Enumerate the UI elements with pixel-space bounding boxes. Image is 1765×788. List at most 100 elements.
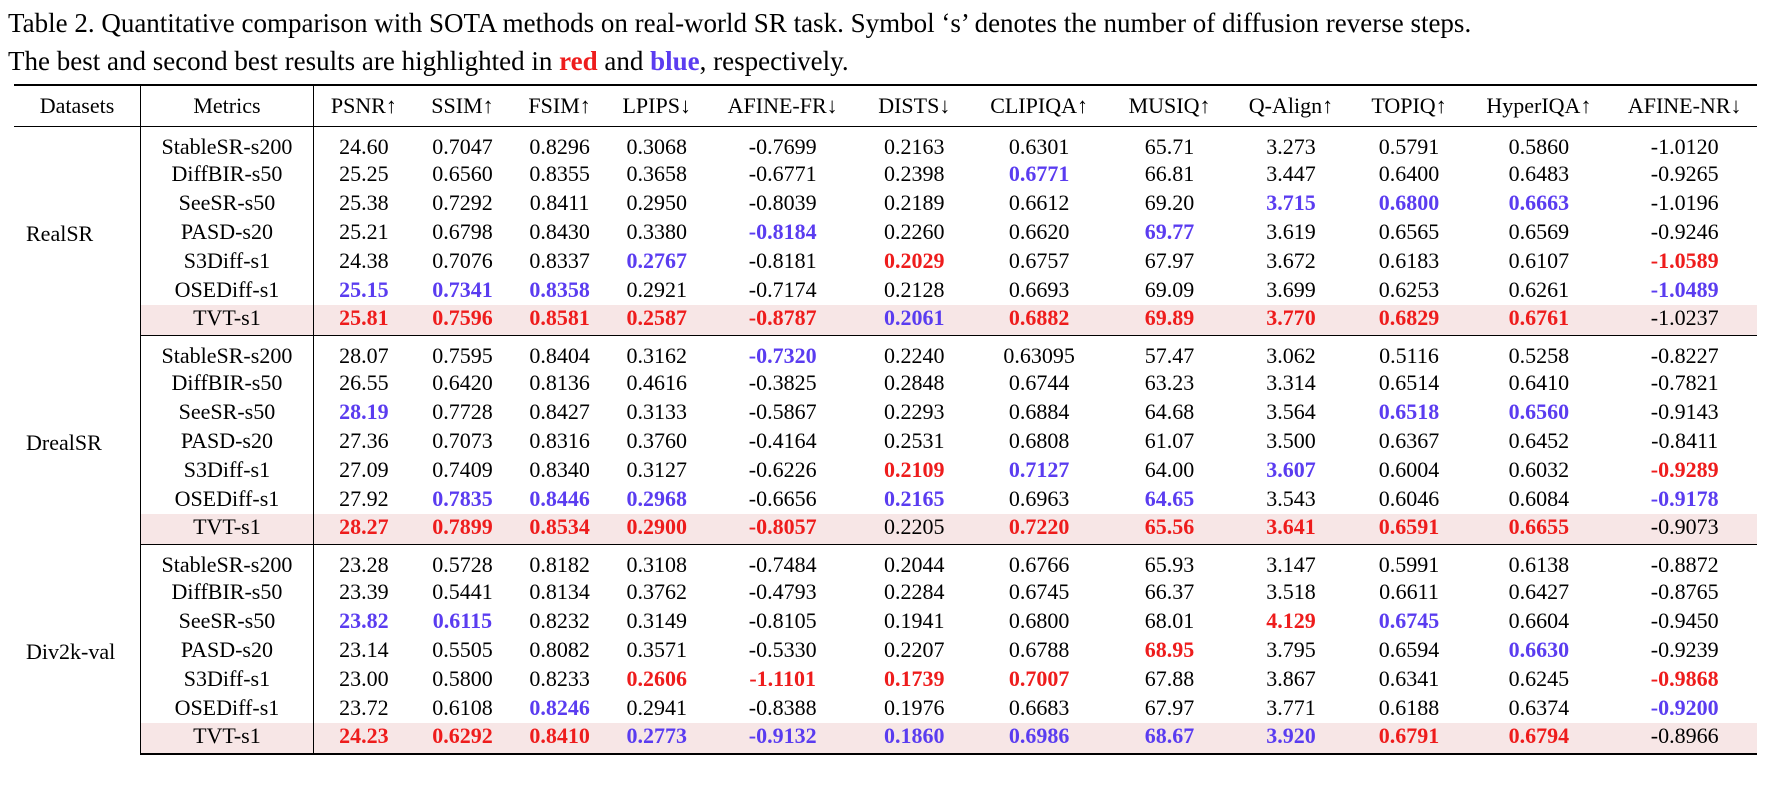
metric-value-cell: 0.6004 bbox=[1378, 457, 1440, 482]
metric-value-cell: 65.93 bbox=[1144, 551, 1195, 577]
metric-value-cell: 0.3108 bbox=[626, 551, 687, 577]
metric-value-cell: 0.6800 bbox=[1378, 190, 1440, 215]
metric-value-cell: -0.6771 bbox=[748, 161, 817, 186]
metric-value-cell: -0.8105 bbox=[748, 608, 817, 633]
metric-value-cell: 0.2587 bbox=[608, 304, 706, 336]
metric-value-cell: -0.8872 bbox=[1650, 551, 1719, 577]
metric-value-cell: -0.8227 bbox=[1650, 342, 1719, 368]
metric-value-cell: 66.81 bbox=[1144, 161, 1195, 186]
metric-value-cell: 0.6420 bbox=[432, 370, 493, 395]
metric-value-cell: 0.7127 bbox=[1008, 457, 1070, 482]
metric-value-cell: 0.6800 bbox=[1008, 608, 1070, 633]
metric-value-cell: -0.8181 bbox=[748, 248, 817, 273]
table-row: DrealSR StableSR-s200 28.07 0.7595 0.8404 0.3… bbox=[14, 335, 1757, 544]
metric-value-cell: 0.5991 bbox=[1378, 551, 1440, 577]
metric-value-cell: -0.8411 bbox=[1651, 428, 1719, 453]
metric-value-cell: 3.518 bbox=[1266, 579, 1316, 604]
method-cell: DiffBIR-s50 bbox=[140, 368, 314, 398]
metric-value-cell: -0.5330 bbox=[748, 637, 817, 662]
metric-value-cell: 3.641 bbox=[1229, 513, 1353, 545]
metric-value-cell: 0.8430 bbox=[529, 219, 590, 244]
method-cell: StableSR-s200 bbox=[140, 335, 314, 369]
metric-value-cell: 0.6374 bbox=[1508, 695, 1570, 720]
metric-value-cell: 3.795 bbox=[1266, 637, 1316, 662]
metric-value-cell: 4.129 bbox=[1266, 608, 1316, 633]
metric-value-cell: 27.09 bbox=[339, 457, 389, 482]
metric-value-cell: 0.4616 bbox=[626, 370, 687, 395]
dataset-cell: DrealSR bbox=[14, 335, 142, 544]
metric-value-cell: 0.8233 bbox=[529, 666, 590, 691]
metric-value-cell: 68.01 bbox=[1144, 608, 1195, 633]
method-cell: S3Diff-s1 bbox=[140, 664, 314, 694]
metric-value-cell: 3.699 bbox=[1266, 277, 1316, 302]
metric-value-cell: 0.63095 bbox=[1003, 342, 1075, 368]
metric-value-cell: 0.6963 bbox=[1008, 486, 1070, 511]
metric-value-cell: 69.09 bbox=[1144, 277, 1195, 302]
table-row: TVT-s1 28.27 0.7899 0.8534 0.2900 -0.8057 0.22… bbox=[14, 513, 1757, 545]
metric-value-cell: 0.8446 bbox=[529, 486, 590, 511]
metric-value-cell: 0.6427 bbox=[1508, 579, 1570, 604]
metric-value-cell: 0.2900 bbox=[608, 513, 706, 545]
metric-value-cell: 0.8404 bbox=[529, 342, 590, 368]
caption-line-1: Table 2. Quantitative comparison with SO… bbox=[8, 8, 1472, 38]
metric-value-cell: 0.8296 bbox=[529, 133, 590, 159]
header-ssim: SSIM↑ bbox=[413, 84, 512, 127]
table-group: Div2k-val StableSR-s200 23.28 0.5728 0.8182 0… bbox=[14, 544, 1757, 755]
header-dists: DISTS↓ bbox=[860, 84, 969, 127]
metric-value-cell: 0.8427 bbox=[529, 399, 590, 424]
metric-value-cell: 0.8340 bbox=[529, 457, 590, 482]
header-hyperiqa: HyperIQA↑ bbox=[1465, 84, 1613, 127]
metric-value-cell: 3.314 bbox=[1266, 370, 1316, 395]
metric-value-cell: 0.3149 bbox=[626, 608, 687, 633]
metric-value-cell: 0.2189 bbox=[884, 190, 945, 215]
metric-value-cell: 0.2207 bbox=[884, 637, 945, 662]
metric-value-cell: 0.7073 bbox=[432, 428, 493, 453]
metric-value-cell: 3.920 bbox=[1229, 722, 1353, 755]
metric-value-cell: 0.2773 bbox=[608, 722, 706, 755]
table-row: S3Diff-s1 27.09 0.7409 0.8340 0.3127 -0.6226 0… bbox=[14, 455, 1757, 485]
metric-value-cell: 0.6745 bbox=[1378, 608, 1440, 633]
metric-value-cell: -0.6656 bbox=[748, 486, 817, 511]
metric-value-cell: 0.6744 bbox=[1008, 370, 1070, 395]
metric-value-cell: -1.0589 bbox=[1650, 248, 1719, 273]
method-cell: OSEDiff-s1 bbox=[140, 275, 314, 305]
metric-value-cell: 0.5728 bbox=[432, 551, 493, 577]
metric-value-cell: 3.273 bbox=[1266, 133, 1316, 159]
table-row: SeeSR-s50 25.38 0.7292 0.8411 0.2950 -0.8039 0… bbox=[14, 188, 1757, 218]
metric-value-cell: 0.6808 bbox=[1008, 428, 1070, 453]
metric-value-cell: 0.6183 bbox=[1378, 248, 1440, 273]
metric-value-cell: 0.8082 bbox=[529, 637, 590, 662]
header-afine-nr: AFINE-NR↓ bbox=[1612, 84, 1757, 127]
metric-value-cell: -0.8787 bbox=[705, 304, 861, 336]
metric-value-cell: 0.6518 bbox=[1378, 399, 1440, 424]
metric-value-cell: 0.5791 bbox=[1378, 133, 1440, 159]
metric-value-cell: 0.2061 bbox=[860, 304, 969, 336]
metric-value-cell: 0.6569 bbox=[1508, 219, 1570, 244]
metric-value-cell: 0.6565 bbox=[1378, 219, 1440, 244]
method-cell: SeeSR-s50 bbox=[140, 188, 314, 218]
metric-value-cell: 26.55 bbox=[339, 370, 389, 395]
metric-value-cell: 3.715 bbox=[1266, 190, 1316, 215]
metric-value-cell: 0.1739 bbox=[884, 666, 945, 691]
metric-value-cell: 0.6630 bbox=[1508, 637, 1570, 662]
metric-value-cell: 69.77 bbox=[1144, 219, 1195, 244]
metric-value-cell: 0.8182 bbox=[529, 551, 590, 577]
header-lpips: LPIPS↓ bbox=[608, 84, 706, 127]
metric-value-cell: -1.0489 bbox=[1650, 277, 1719, 302]
metric-value-cell: 0.7899 bbox=[413, 513, 512, 545]
metric-value-cell: 63.23 bbox=[1144, 370, 1195, 395]
method-cell: OSEDiff-s1 bbox=[140, 693, 314, 723]
metric-value-cell: 0.5860 bbox=[1508, 133, 1570, 159]
metric-value-cell: 0.6410 bbox=[1508, 370, 1570, 395]
metric-value-cell: -1.0120 bbox=[1650, 133, 1719, 159]
metric-value-cell: -0.9265 bbox=[1650, 161, 1719, 186]
table-row: RealSR StableSR-s200 24.60 0.7047 0.8296 0.30… bbox=[14, 126, 1757, 335]
method-cell: PASD-s20 bbox=[140, 426, 314, 456]
metric-value-cell: 0.6046 bbox=[1378, 486, 1440, 511]
metric-value-cell: 24.60 bbox=[339, 133, 389, 159]
metric-value-cell: 23.28 bbox=[339, 551, 389, 577]
metric-value-cell: -0.5867 bbox=[748, 399, 817, 424]
metric-value-cell: 25.81 bbox=[313, 304, 414, 336]
metric-value-cell: 69.20 bbox=[1144, 190, 1195, 215]
metric-value-cell: 3.564 bbox=[1266, 399, 1316, 424]
